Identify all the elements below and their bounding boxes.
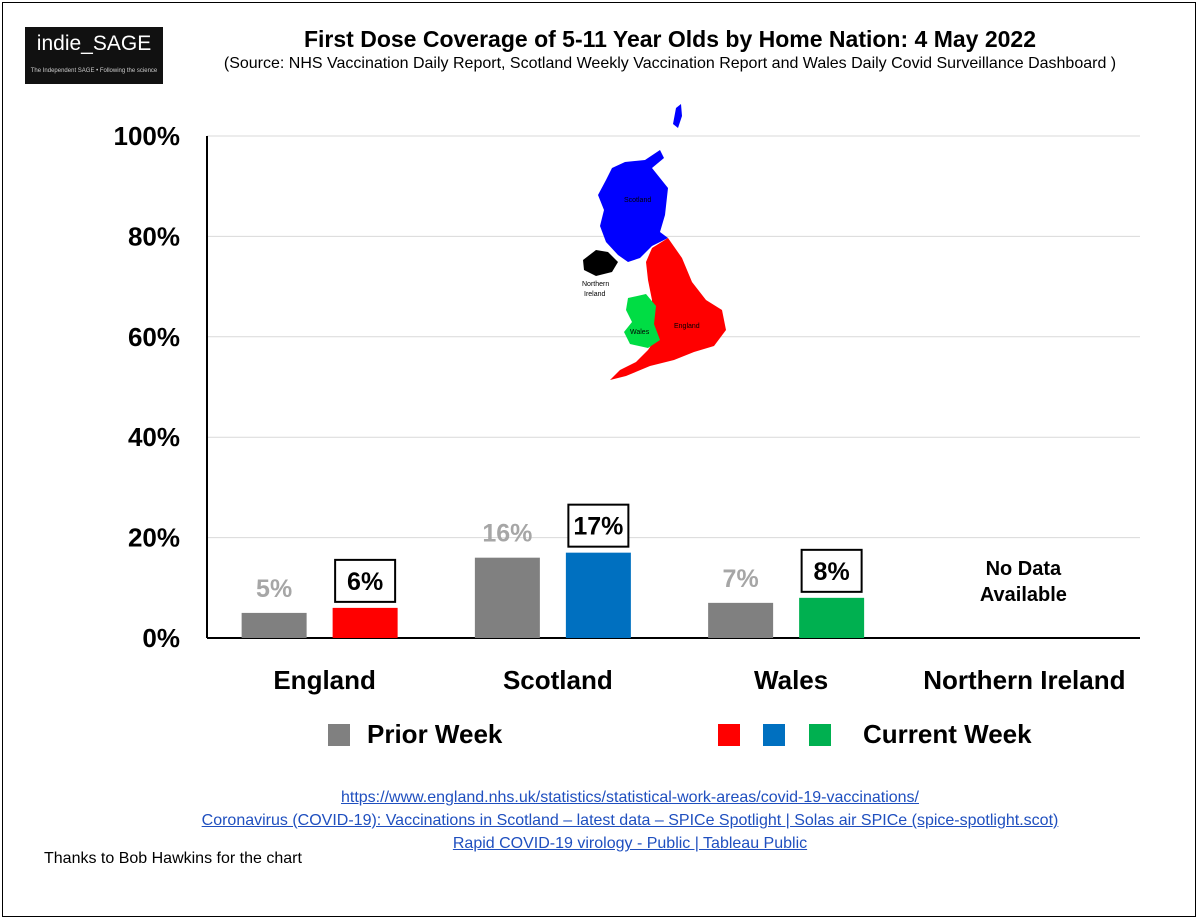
legend: Prior Week Current Week xyxy=(328,719,1032,749)
map-shetland xyxy=(673,104,682,128)
chart-subtitle: (Source: NHS Vaccination Daily Report, S… xyxy=(223,55,1117,72)
map-wales xyxy=(624,294,660,348)
data-labels: 5% 6% 16% 17% 7% 8% No Data Available xyxy=(256,503,1067,606)
map-label-england: England xyxy=(674,323,700,330)
map-label-northern-ireland-line2: Ireland xyxy=(584,291,606,298)
bars xyxy=(241,552,865,638)
data-label-current: 8% xyxy=(814,558,850,586)
y-tick-label: 0% xyxy=(142,623,180,653)
link-tableau-wales[interactable]: Rapid COVID-19 virology - Public | Table… xyxy=(452,835,808,852)
legend-label-current: Current Week xyxy=(863,719,1032,749)
y-tick-label: 20% xyxy=(128,523,180,553)
x-tick-label: Northern Ireland xyxy=(923,665,1125,695)
chart-credit: Thanks to Bob Hawkins for the chart xyxy=(44,850,302,867)
bar-current-week xyxy=(799,597,865,638)
legend-label-prior: Prior Week xyxy=(367,719,503,749)
x-tick-label: England xyxy=(273,665,376,695)
source-links: https://www.england.nhs.uk/statistics/st… xyxy=(0,786,1200,855)
bar-prior-week xyxy=(241,612,307,638)
map-label-northern-ireland-line1: Northern xyxy=(582,281,609,288)
legend-swatch-prior xyxy=(328,724,350,746)
x-tick-label: Scotland xyxy=(503,665,613,695)
data-label-current: 17% xyxy=(573,513,623,541)
link-spice-scotland[interactable]: Coronavirus (COVID-19): Vaccinations in … xyxy=(201,812,1059,829)
data-label-box xyxy=(800,548,863,593)
logo-tagline: The Independent SAGE • Following the sci… xyxy=(30,68,158,74)
data-label-current: 6% xyxy=(347,568,383,596)
indie-sage-logo: indie_SAGE The Independent SAGE • Follow… xyxy=(25,27,163,84)
map-label-wales: Wales xyxy=(630,329,650,336)
y-tick-label: 100% xyxy=(114,121,181,151)
bar-prior-week xyxy=(708,602,774,638)
y-tick-label: 40% xyxy=(128,422,180,452)
legend-swatch-wales xyxy=(809,724,831,746)
data-label-box xyxy=(334,558,397,603)
y-tick-label: 60% xyxy=(128,322,180,352)
logo-text: indie_SAGE xyxy=(36,32,152,55)
chart-title: First Dose Coverage of 5-11 Year Olds by… xyxy=(303,26,1037,52)
no-data-label-line1: No Data xyxy=(986,558,1062,580)
map-england xyxy=(610,238,726,380)
legend-swatch-england xyxy=(718,724,740,746)
map-label-scotland: Scotland xyxy=(624,197,651,204)
legend-swatch-scotland xyxy=(763,724,785,746)
bar-current-week xyxy=(565,552,631,638)
data-label-prior: 16% xyxy=(482,520,532,548)
map-scotland xyxy=(598,150,668,262)
no-data-label-line2: Available xyxy=(980,584,1067,606)
data-label-box xyxy=(567,503,630,548)
axes: 0% 20% 40% 60% 80% 100% England Scotland Wales No… xyxy=(114,121,1140,695)
data-label-prior: 5% xyxy=(256,575,292,603)
link-nhs-england[interactable]: https://www.england.nhs.uk/statistics/st… xyxy=(340,789,919,806)
y-tick-label: 80% xyxy=(128,221,180,251)
data-label-prior: 7% xyxy=(723,565,759,593)
bar-prior-week xyxy=(474,557,540,638)
map-northern-ireland xyxy=(583,250,618,276)
bar-current-week xyxy=(332,607,398,638)
x-tick-label: Wales xyxy=(754,665,828,695)
uk-map: Scotland Northern Ireland Wales England xyxy=(582,104,726,380)
